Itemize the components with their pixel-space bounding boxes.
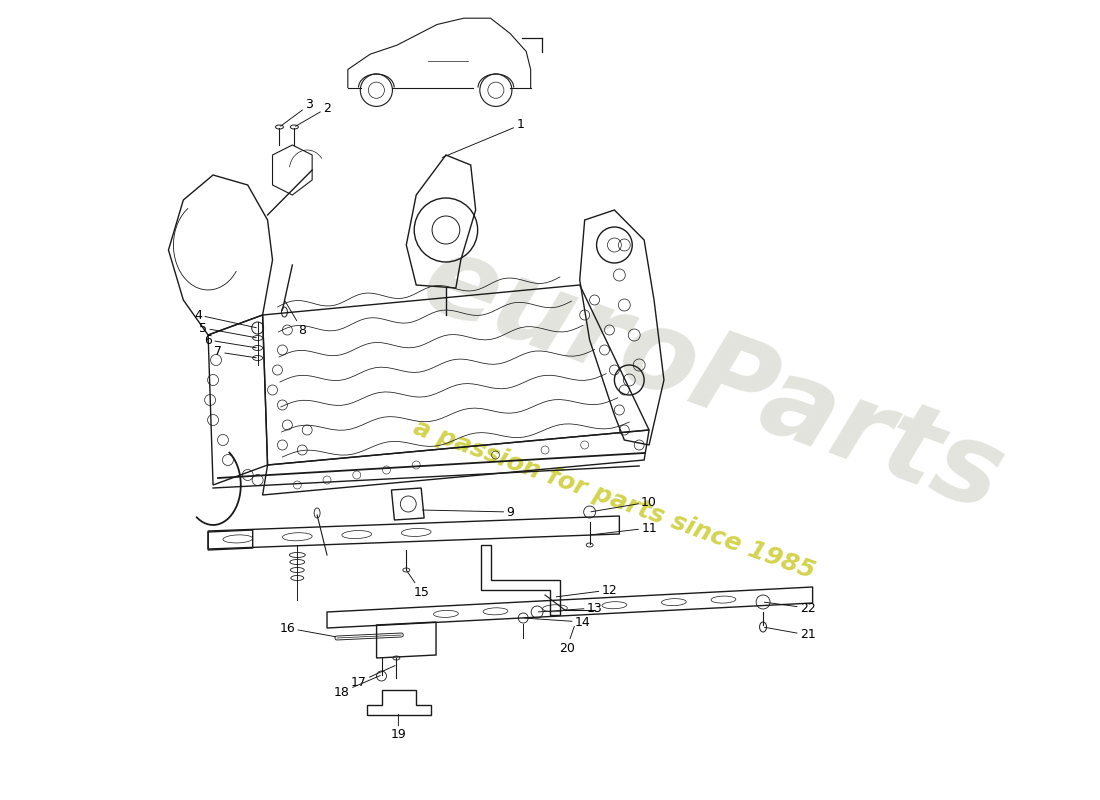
Text: 10: 10 (591, 495, 657, 512)
Text: a passion for parts since 1985: a passion for parts since 1985 (410, 416, 818, 584)
Text: 12: 12 (557, 583, 617, 597)
Text: 16: 16 (279, 622, 335, 637)
Text: 15: 15 (407, 571, 429, 598)
Text: 8: 8 (285, 301, 306, 337)
Text: 1: 1 (442, 118, 525, 158)
Text: euroParts: euroParts (409, 226, 1018, 534)
Text: 5: 5 (199, 322, 256, 338)
Text: 17: 17 (351, 666, 395, 689)
Text: 9: 9 (422, 506, 515, 518)
Text: 19: 19 (390, 714, 406, 742)
Text: 6: 6 (205, 334, 256, 348)
Text: 7: 7 (214, 346, 256, 358)
Text: 3: 3 (280, 98, 314, 126)
Text: 20: 20 (559, 626, 575, 654)
Text: 21: 21 (764, 627, 815, 642)
Text: 2: 2 (296, 102, 331, 126)
Text: 4: 4 (195, 309, 256, 328)
Text: 11: 11 (591, 522, 657, 535)
Text: 22: 22 (764, 602, 815, 614)
Text: 13: 13 (539, 602, 603, 614)
Text: 18: 18 (334, 675, 381, 698)
Text: 14: 14 (525, 615, 591, 629)
